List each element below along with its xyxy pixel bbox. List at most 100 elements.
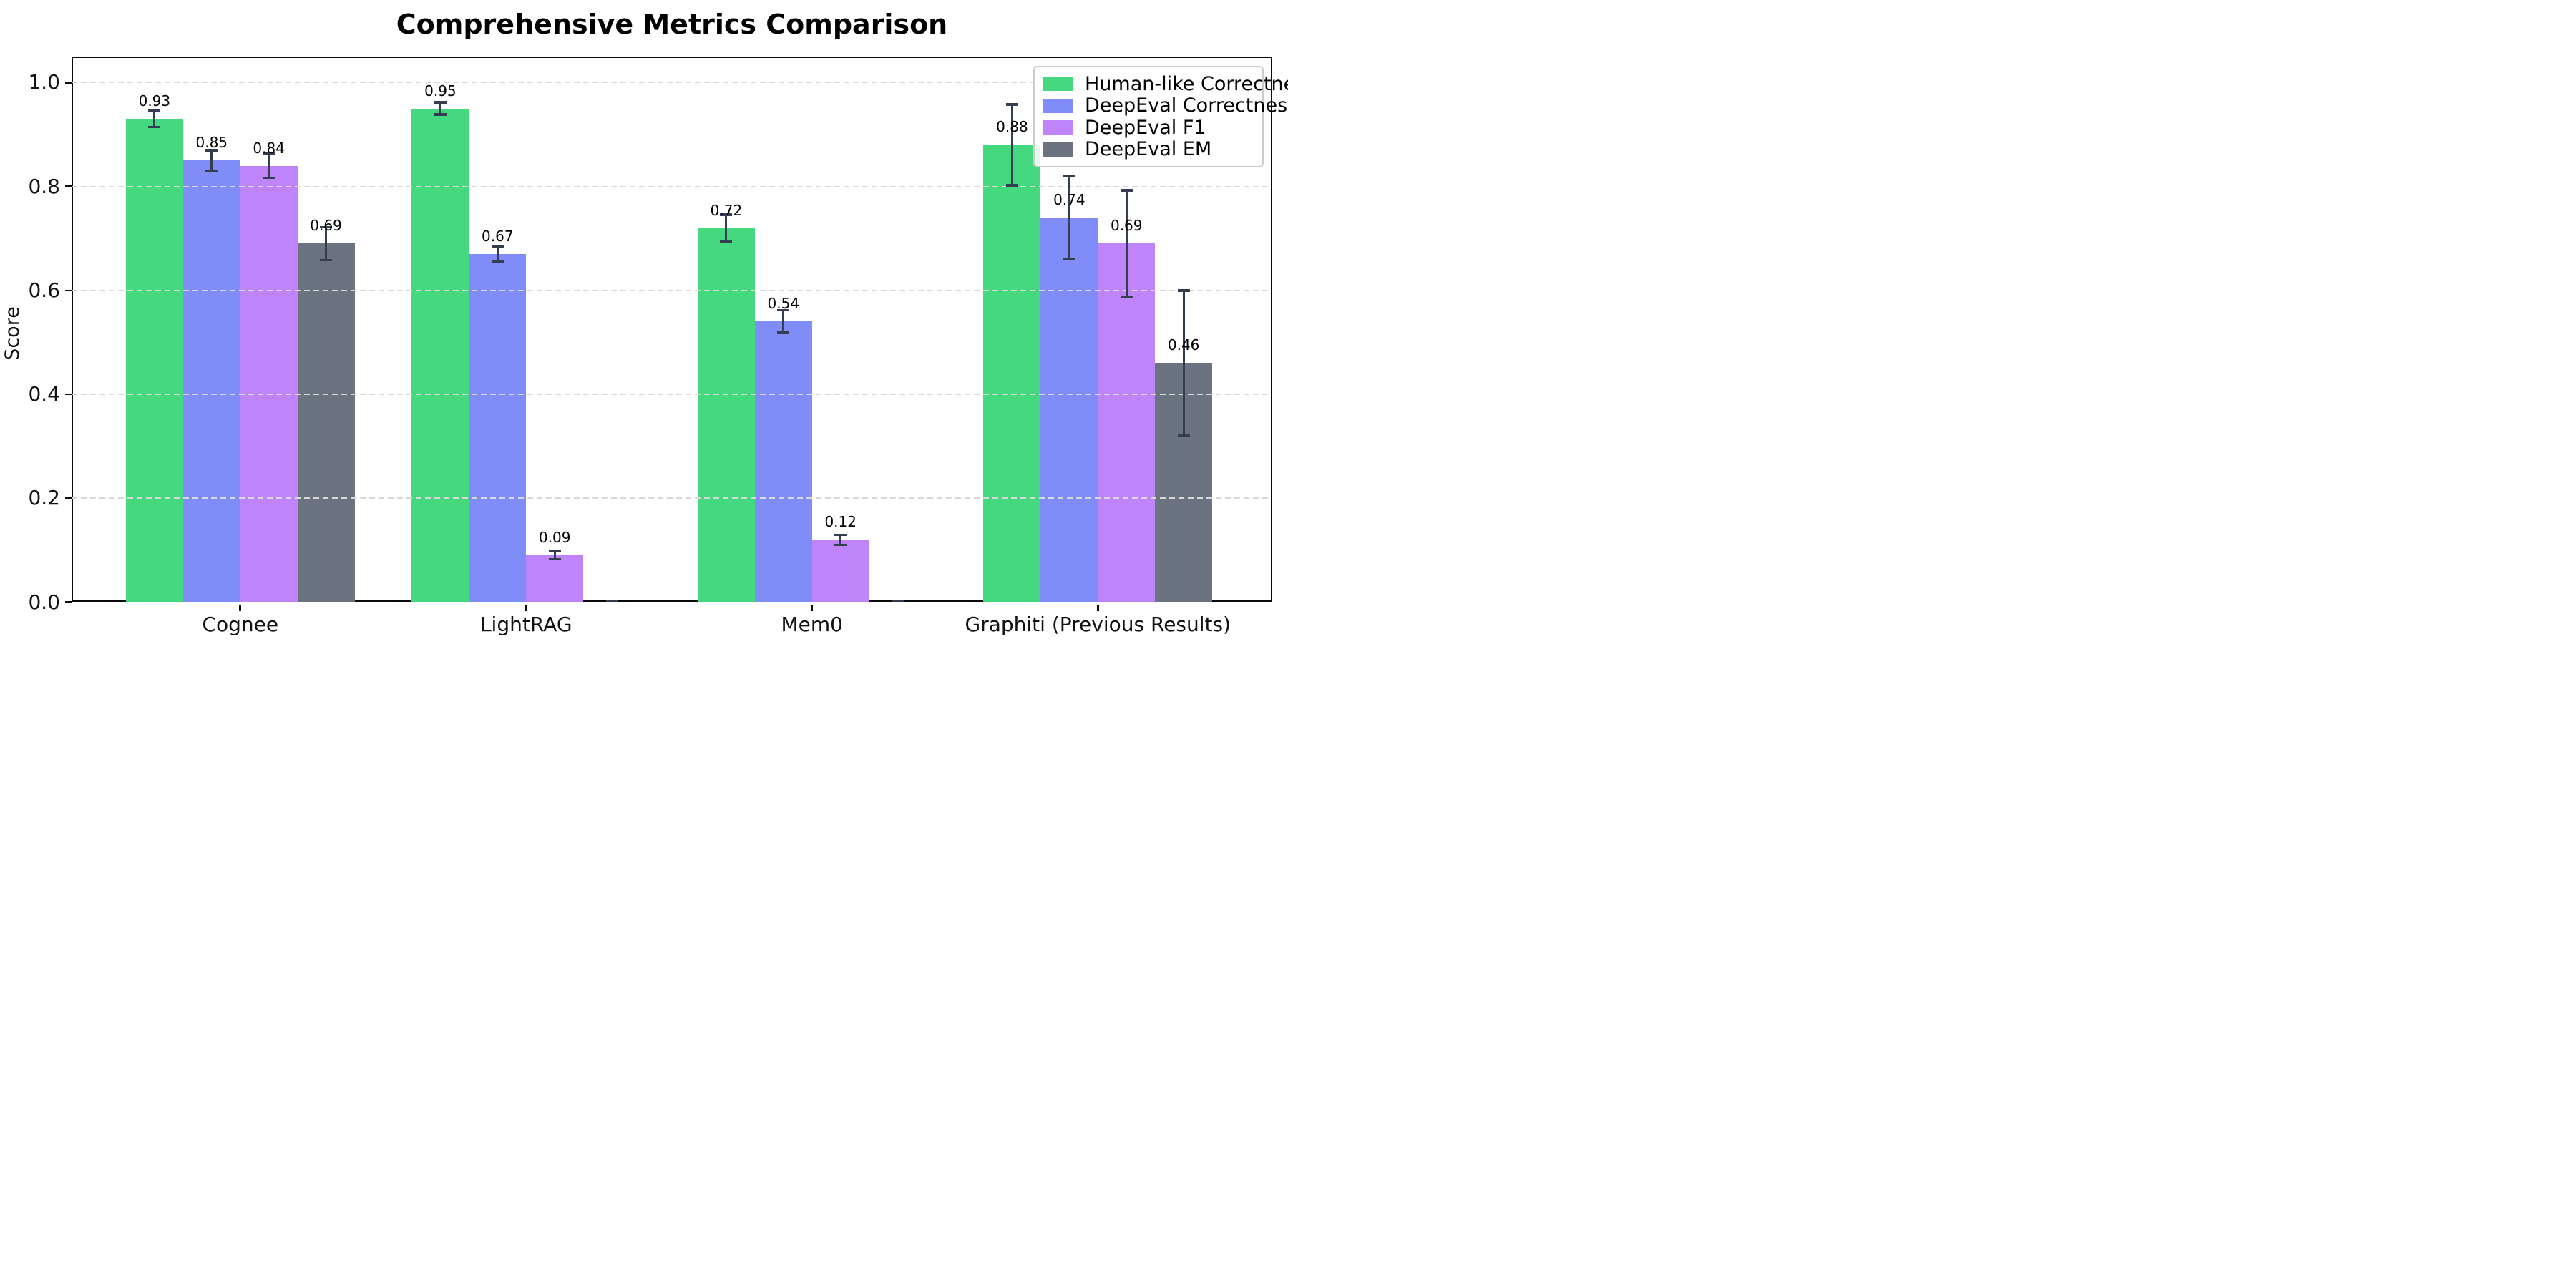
legend-swatch [1043, 77, 1073, 92]
bar [297, 243, 355, 602]
error-bar-line [725, 214, 728, 242]
chart-title: Comprehensive Metrics Comparison [396, 9, 948, 40]
error-bar-cap-top [548, 550, 561, 553]
legend-item: DeepEval EM [1043, 138, 1254, 161]
bar-value-label: 0.72 [710, 201, 743, 219]
y-axis-tick [65, 185, 72, 187]
bar-value-label: 0.67 [482, 227, 514, 245]
x-tick-label: Cognee [202, 612, 279, 636]
error-bar-line [782, 310, 785, 333]
x-axis-tick [811, 604, 814, 611]
error-bar-cap-top [777, 308, 790, 312]
error-bar-line [1125, 190, 1128, 298]
y-axis-tick [65, 289, 72, 292]
error-bar-line [268, 153, 270, 178]
error-bar-cap-bottom [777, 331, 790, 334]
error-bar-cap-bottom [548, 557, 561, 561]
error-bar-cap-bottom [205, 169, 218, 172]
error-bar-line [839, 535, 842, 545]
chart-figure: Comprehensive Metrics Comparison Score 0… [0, 0, 1288, 644]
error-bar-cap-top [892, 599, 904, 602]
y-tick-label: 0.6 [28, 278, 60, 302]
legend-item: Human-like Correctness [1043, 73, 1288, 95]
bar [697, 228, 755, 602]
bar-value-label: 0.12 [824, 513, 857, 531]
bar [983, 145, 1041, 602]
error-bar-line [1068, 176, 1070, 260]
bar-value-label: 0.88 [996, 118, 1028, 136]
legend-swatch [1043, 98, 1073, 113]
bar [411, 108, 469, 602]
error-bar-cap-top [434, 101, 447, 104]
y-axis-tick [65, 82, 72, 84]
error-bar-cap-top [263, 152, 275, 155]
error-bar-cap-top [1005, 103, 1018, 106]
error-bar-cap-bottom [491, 260, 504, 263]
x-tick-label: Mem0 [781, 612, 843, 636]
x-axis-tick [525, 604, 527, 611]
bar-value-label: 0.84 [253, 139, 285, 157]
x-axis-tick [1097, 604, 1099, 611]
error-bar-cap-bottom [1063, 258, 1075, 260]
error-bar-cap-bottom [1005, 184, 1018, 187]
y-axis-tick [65, 393, 72, 396]
error-bar-line [325, 227, 328, 260]
error-bar-line [496, 246, 499, 262]
error-bar-cap-bottom [434, 113, 447, 116]
x-tick-label: LightRAG [479, 612, 572, 636]
legend-swatch [1043, 120, 1073, 135]
bar-value-label: 0.85 [195, 134, 228, 152]
y-tick-label: 0.2 [28, 486, 60, 510]
error-bar-cap-bottom [320, 258, 333, 262]
error-bar-cap-bottom [834, 543, 847, 547]
error-bar-cap-bottom [1120, 296, 1133, 298]
legend-swatch [1043, 142, 1073, 157]
bar [1098, 243, 1156, 602]
legend-label: DeepEval EM [1085, 138, 1212, 161]
error-bar-cap-top [148, 109, 161, 112]
bar [811, 540, 869, 602]
bar [240, 165, 298, 602]
error-bar-line [210, 150, 213, 171]
bar-value-label: 0.69 [1110, 217, 1143, 235]
error-bar-cap-top [1120, 189, 1133, 192]
bar [526, 555, 584, 602]
y-axis-tick [65, 497, 72, 499]
bar-value-label: 0.93 [138, 92, 171, 110]
y-tick-label: 0.4 [28, 382, 60, 406]
error-bar-cap-top [205, 149, 218, 152]
legend-label: DeepEval F1 [1085, 116, 1206, 139]
bar-value-label: 0.54 [767, 295, 800, 313]
bar-value-label: 0.95 [424, 82, 457, 99]
y-axis-tick [65, 601, 72, 603]
error-bar-line [153, 110, 156, 127]
y-tick-label: 0.8 [28, 174, 60, 198]
legend-label: Human-like Correctness [1085, 72, 1288, 95]
error-bar-cap-top [834, 533, 847, 537]
x-tick-label: Graphiti (Previous Results) [965, 612, 1231, 636]
error-bar-cap-bottom [1177, 434, 1190, 437]
bar [754, 321, 812, 602]
bar-value-label: 0.09 [538, 529, 571, 547]
x-axis-tick [239, 604, 241, 611]
error-bar-cap-top [320, 225, 333, 229]
error-bar-line [553, 551, 556, 560]
gridline [72, 82, 1272, 84]
error-bar-line [1010, 104, 1013, 186]
y-axis-label: Score [1, 306, 24, 361]
error-bar-cap-bottom [148, 125, 161, 129]
error-bar-cap-bottom [263, 176, 275, 180]
bar [469, 253, 527, 602]
error-bar-cap-bottom [720, 240, 733, 243]
gridline [72, 394, 1272, 396]
gridline [72, 185, 1272, 187]
bar-value-label: 0.46 [1167, 336, 1200, 354]
error-bar-line [439, 102, 441, 115]
error-bar-cap-top [491, 245, 504, 248]
bar [1040, 218, 1098, 602]
error-bar-cap-top [605, 599, 618, 602]
bar [182, 160, 240, 602]
error-bar-cap-top [720, 213, 733, 216]
gridline [72, 497, 1272, 499]
